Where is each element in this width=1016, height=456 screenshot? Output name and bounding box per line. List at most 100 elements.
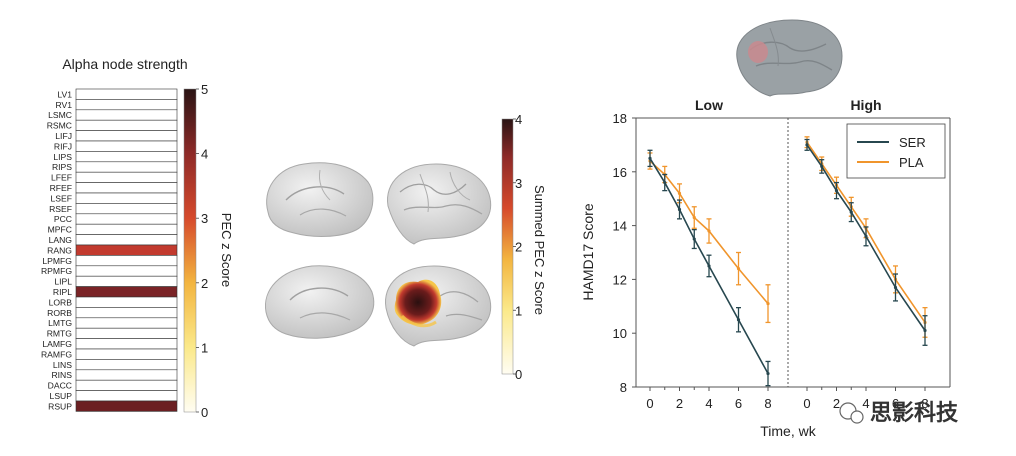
heatmap-row-label: LANG bbox=[49, 235, 73, 245]
data-point bbox=[820, 164, 824, 169]
data-point bbox=[736, 267, 741, 271]
heatmap-cell-lfef bbox=[75, 171, 178, 183]
heatmap-cell-rips bbox=[75, 161, 178, 173]
summed-pec-colorbar-tick-label: 1 bbox=[515, 303, 522, 318]
y-tick-label: 16 bbox=[613, 165, 627, 180]
heatmap-cell-lpmfg bbox=[75, 255, 178, 267]
data-point bbox=[864, 234, 868, 238]
summed-pec-colorbar-tick-label: 3 bbox=[515, 176, 522, 191]
brain-medial-right bbox=[264, 265, 375, 339]
heatmap-cell-dacc bbox=[75, 379, 178, 391]
watermark-text: 思影科技 bbox=[870, 400, 959, 425]
inset-brain-icon bbox=[736, 19, 843, 97]
heatmap-cell-mpfc bbox=[75, 223, 178, 235]
line-chart-legend: SER PLA bbox=[846, 123, 946, 179]
brain-lateral-activation bbox=[385, 265, 492, 347]
data-point bbox=[849, 210, 853, 214]
heatmap-colorbar-tick-label: 5 bbox=[201, 82, 208, 97]
heatmap-row-label: LV1 bbox=[57, 89, 72, 99]
heatmap-row-label: RIFJ bbox=[54, 141, 72, 151]
brain-lateral-right bbox=[387, 163, 492, 245]
y-tick-label: 10 bbox=[613, 326, 627, 341]
heatmap-row-label: RSMC bbox=[47, 121, 72, 131]
x-tick-label: 2 bbox=[676, 396, 683, 411]
heatmap-cell-rfef bbox=[75, 182, 178, 194]
heatmap-row-label: MPFC bbox=[48, 225, 72, 235]
heatmap-row-label: LIFJ bbox=[55, 131, 72, 141]
data-point bbox=[677, 207, 682, 212]
heatmap-row-label: LFEF bbox=[51, 173, 72, 183]
node-strength-heatmap: Alpha node strength LV1RV1LSMCRSMCLIFJRI… bbox=[41, 56, 234, 420]
heatmap-cell-ramfg bbox=[75, 348, 178, 360]
heatmap-cell-rins bbox=[75, 369, 178, 381]
summed-pec-colorbar-tick-label: 4 bbox=[515, 112, 522, 127]
heatmap-cell-lsef bbox=[75, 192, 178, 204]
data-point bbox=[677, 191, 682, 195]
heatmap-colorbar-tick-label: 3 bbox=[201, 211, 208, 226]
heatmap-row-label: LSUP bbox=[50, 391, 73, 401]
inset-brain-highlight bbox=[748, 41, 768, 63]
heatmap-cell-lsmc bbox=[75, 109, 178, 121]
y-tick-label: 18 bbox=[613, 111, 627, 126]
heatmap-row-label: RIPS bbox=[52, 162, 72, 172]
heatmap-row-label: LINS bbox=[53, 360, 72, 370]
wechat-icon-small bbox=[850, 410, 864, 424]
heatmap-colorbar-gradient bbox=[183, 88, 197, 413]
group-low: Low 0 2 4 6 8 bbox=[646, 97, 771, 411]
heatmap-colorbar-tick-label: 1 bbox=[201, 340, 208, 355]
heatmap-cell-rmtg bbox=[75, 327, 178, 339]
heatmap-cell-rorb bbox=[75, 307, 178, 319]
heatmap-cell-rsup bbox=[75, 400, 178, 412]
series-ser-low bbox=[647, 149, 771, 387]
line-chart-axes: 8 10 12 14 16 18 HAMD17 Score Time, wk bbox=[580, 111, 951, 439]
heatmap-row-label: LSEF bbox=[51, 193, 73, 203]
heatmap-colorbar-tick-label: 4 bbox=[201, 147, 208, 162]
summed-pec-colorbar-tick-label: 0 bbox=[515, 367, 522, 382]
heatmap-row-label: RIPL bbox=[53, 287, 72, 297]
x-tick-label: 2 bbox=[833, 396, 840, 411]
heatmap-row-label: RSEF bbox=[49, 204, 72, 214]
heatmap-row-label: LIPL bbox=[54, 277, 72, 287]
heatmap-row-label: RV1 bbox=[55, 100, 72, 110]
data-point bbox=[707, 229, 711, 233]
heatmap-row-label: RANG bbox=[47, 245, 72, 255]
heatmap-cell-lsup bbox=[75, 390, 178, 402]
series-ser-high bbox=[804, 138, 928, 346]
data-point bbox=[692, 215, 696, 220]
heatmap-row-label: LMTG bbox=[48, 318, 72, 328]
heatmap-cell-rpmfg bbox=[75, 265, 178, 277]
y-tick-label: 12 bbox=[613, 272, 627, 287]
group-high: High 0 2 4 6 8 bbox=[803, 97, 928, 411]
heatmap-row-label: RINS bbox=[51, 370, 72, 380]
data-point bbox=[766, 302, 770, 306]
heatmap-row-label: RMTG bbox=[47, 329, 73, 339]
x-axis-label: Time, wk bbox=[760, 423, 816, 439]
heatmap-cell-lipl bbox=[75, 275, 178, 287]
heatmap-row-label: RFEF bbox=[50, 183, 72, 193]
data-point bbox=[766, 371, 770, 376]
heatmap-cell-lins bbox=[75, 359, 178, 371]
brain-medial-left bbox=[266, 162, 374, 237]
heatmap-row-label: RPMFG bbox=[41, 266, 72, 276]
heatmap-colorbar: 0 1 2 3 4 5 PEC z Score bbox=[183, 82, 234, 420]
heatmap-colorbar-tick-label: 0 bbox=[201, 405, 208, 420]
heatmap-row-label: LPMFG bbox=[42, 256, 72, 266]
x-tick-label: 6 bbox=[735, 396, 742, 411]
heatmap-rows: LV1RV1LSMCRSMCLIFJRIFJLIPSRIPSLFEFRFEFLS… bbox=[41, 88, 178, 412]
heatmap-row-label: RAMFG bbox=[41, 349, 72, 359]
hamd17-line-chart: Low 0 2 4 6 8 High 0 2 4 6 8 8 10 12 14 16 18 HAMD17 Scor… bbox=[580, 19, 951, 439]
heatmap-cell-lorb bbox=[75, 296, 178, 308]
heatmap-row-label: LIPS bbox=[53, 152, 72, 162]
heatmap-cell-rifj bbox=[75, 140, 178, 152]
heatmap-cell-rang bbox=[75, 244, 178, 256]
heatmap-cell-rsmc bbox=[75, 119, 178, 131]
group-title: Low bbox=[695, 97, 723, 113]
x-tick-label: 0 bbox=[646, 396, 653, 411]
heatmap-row-label: RSUP bbox=[48, 401, 72, 411]
heatmap-cell-lmtg bbox=[75, 317, 178, 329]
data-point bbox=[834, 189, 839, 193]
y-tick-label: 14 bbox=[613, 219, 627, 234]
heatmap-cell-rsef bbox=[75, 203, 178, 215]
x-tick-label: 6 bbox=[892, 396, 899, 411]
legend-box bbox=[846, 123, 946, 179]
